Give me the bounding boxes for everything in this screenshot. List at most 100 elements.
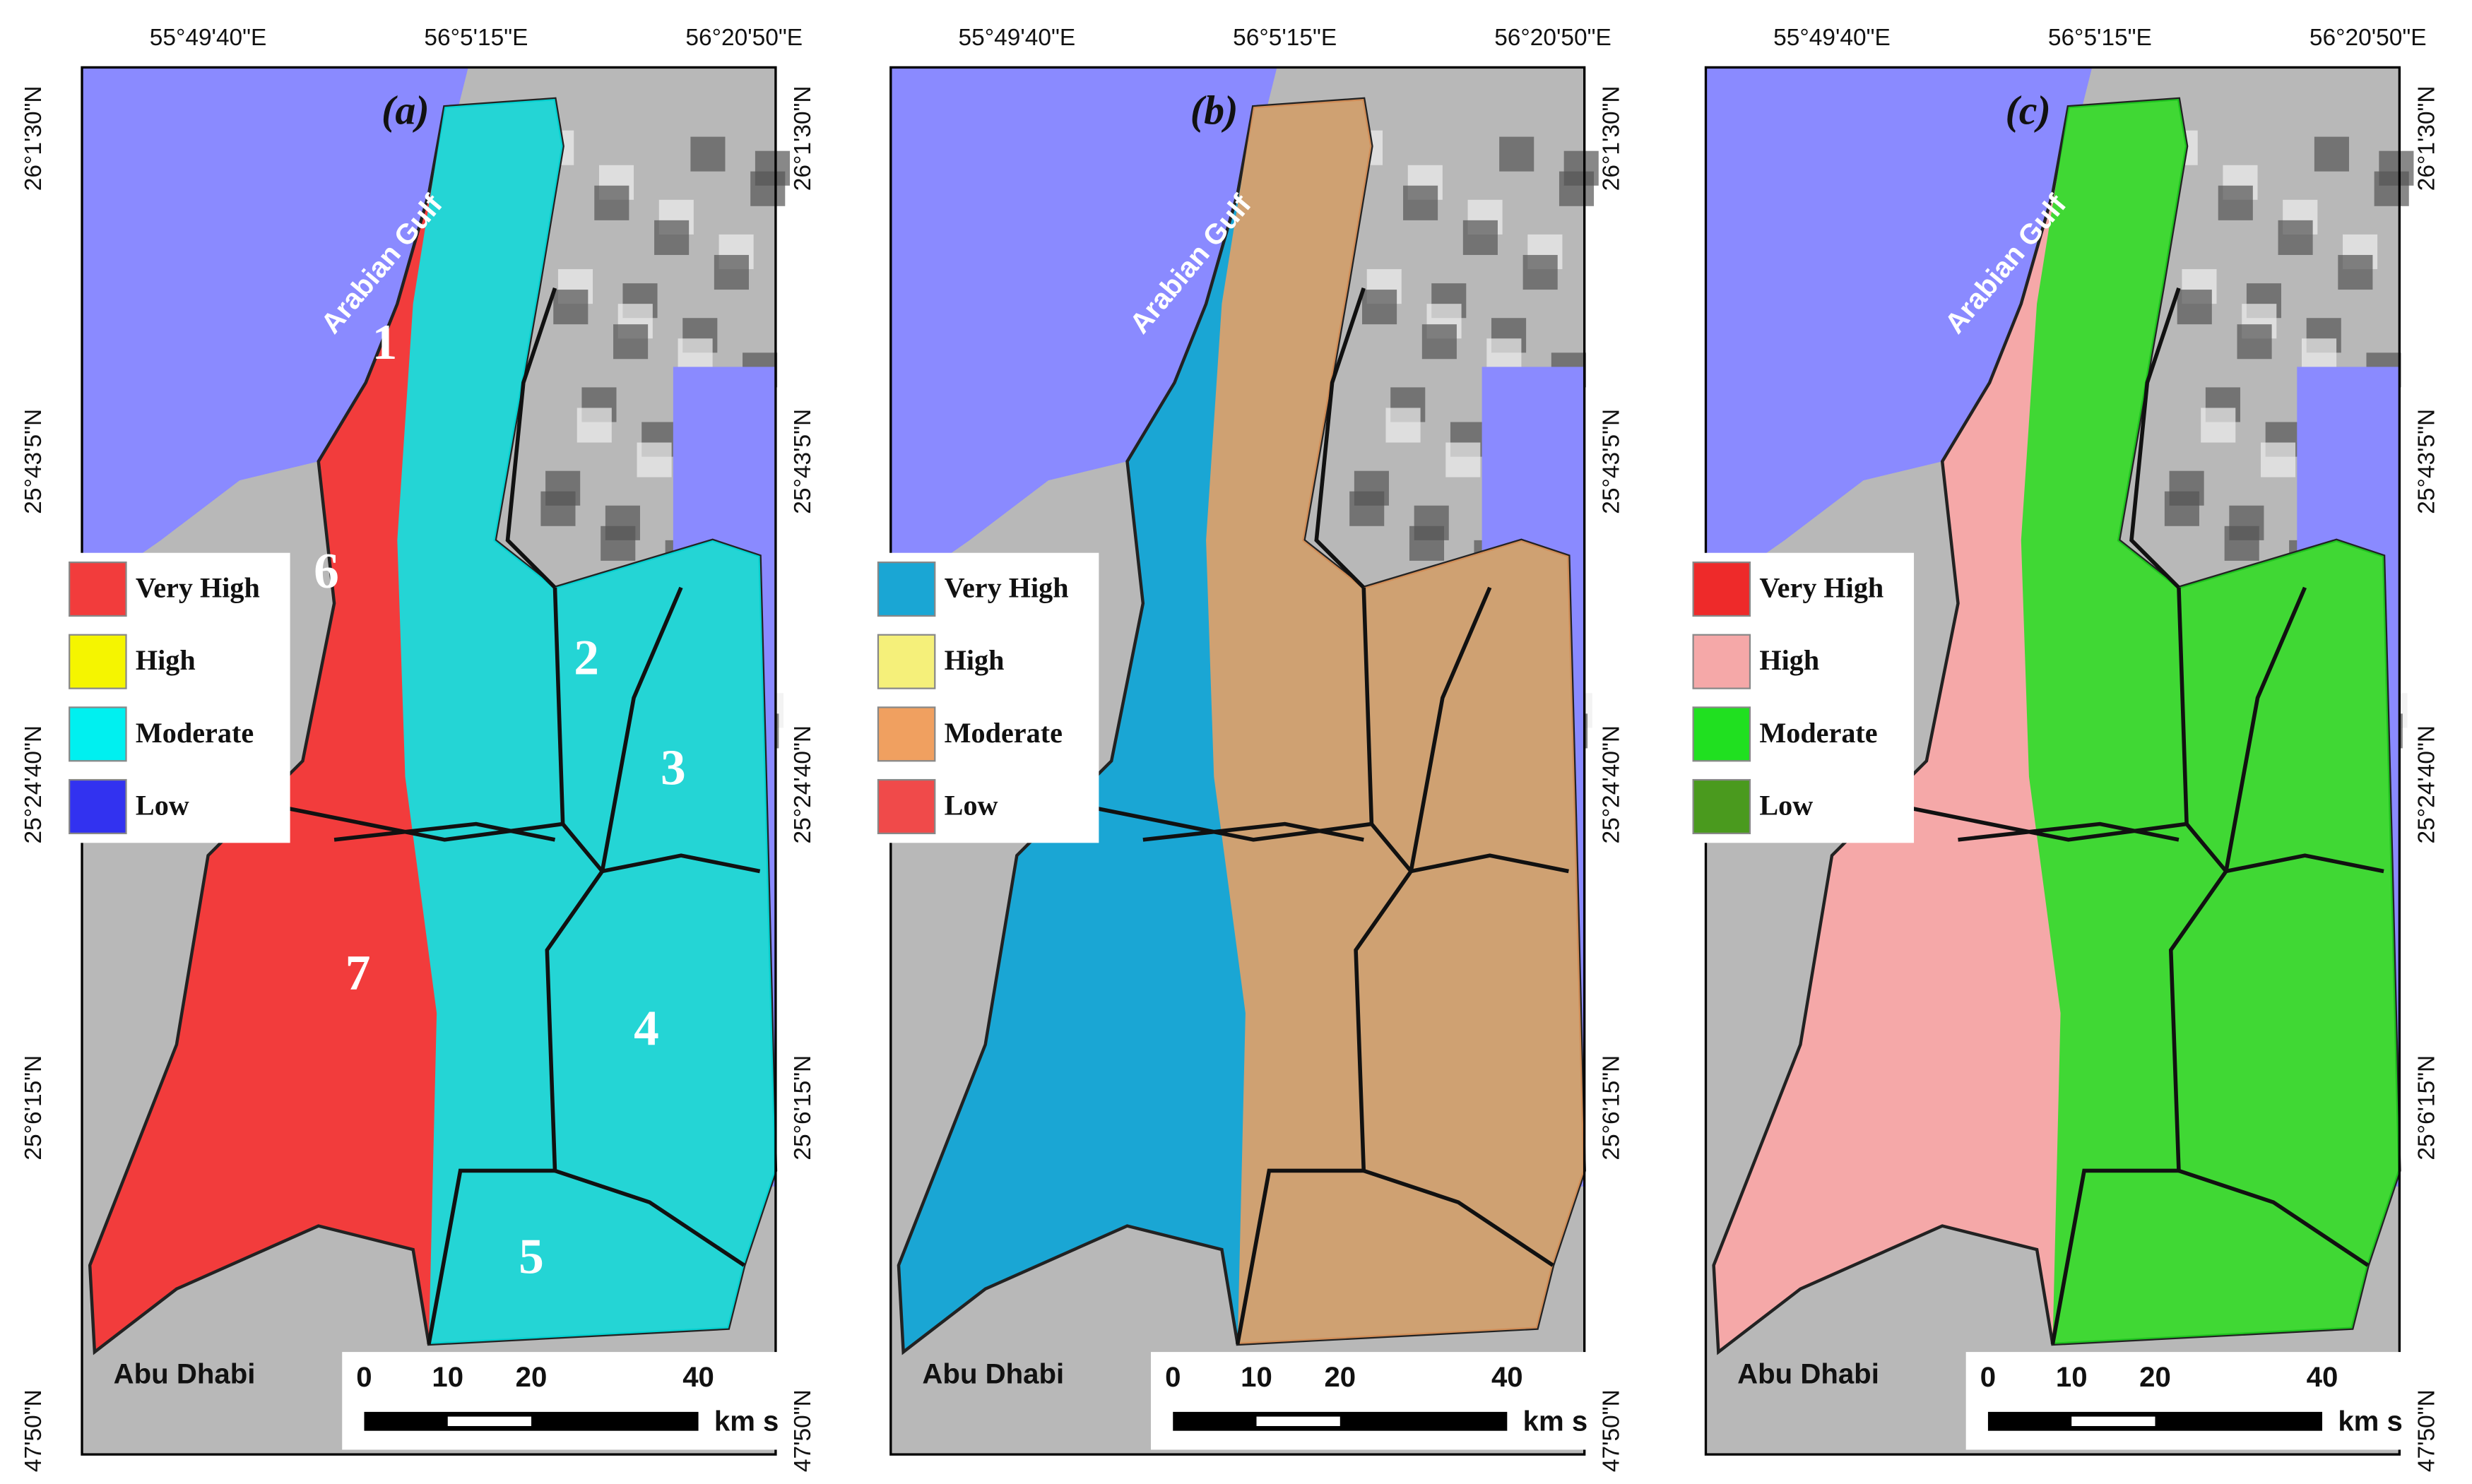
land-texture [2314,136,2349,172]
y-coord-label: 25°24'40"N [20,725,47,844]
land-texture [1385,408,1421,443]
zone-number: 4 [634,1000,659,1056]
x-coord-label: 56°5'15"E [1233,25,1337,51]
panel-label: (a) [382,88,430,133]
land-texture [2338,254,2373,290]
land-texture [1421,324,1457,360]
land-texture [2278,220,2313,255]
legend-swatch [69,561,127,617]
scale-bar-segment [447,1416,532,1426]
x-coord-label: 56°5'15"E [2048,25,2152,51]
scale-tick-label: 10 [2056,1361,2088,1393]
land-texture [1445,442,1481,477]
land-texture [637,442,672,477]
x-coord-label: 55°49'40"E [1773,25,1891,51]
zone-number: 5 [519,1229,544,1285]
land-texture [2177,290,2212,325]
scale-bar-segment [1256,1416,1340,1426]
legend-label: High [1759,644,1819,676]
scale-unit: km s [714,1406,779,1437]
x-coord-label: 55°49'40"E [958,25,1075,51]
y-coord-label: 25°43'5"N [2413,409,2440,514]
legend-swatch [69,706,127,762]
legend-label: High [136,644,196,676]
scale-bar-segment [2071,1416,2155,1426]
zone-border [2224,586,2307,872]
zone-border [1363,1168,1554,1267]
legend-label: Moderate [945,717,1063,749]
land-texture [750,171,786,206]
zone-border [554,1168,745,1267]
legend-label: Low [945,789,998,821]
y-coord-label: 26°1'30"N [1599,85,1625,191]
scale-tick-label: 40 [2307,1361,2338,1393]
y-coord-label: 26°1'30"N [20,85,47,191]
zone-border [1314,287,1366,589]
legend-label: Low [1759,789,1813,821]
scale-tick-label: 0 [1165,1361,1181,1393]
zone-number: 2 [574,630,599,686]
legend-label: High [945,644,1005,676]
y-coord-label: 47'50"N [2413,1389,2440,1472]
land-texture [1349,491,1385,526]
legend-label: Very High [945,571,1069,603]
y-coord-label: 25°6'15"N [2413,1055,2440,1161]
land-texture [1462,220,1498,255]
legend-swatch [69,778,127,835]
land-texture [1559,171,1595,206]
land-texture [2237,324,2272,360]
legend-swatch [69,634,127,689]
legend-label: Very High [136,571,260,603]
y-coord-label: 25°24'40"N [2413,725,2440,844]
legend-swatch [1692,634,1751,689]
zone-border [1095,587,1374,842]
zone-number: 6 [314,543,339,599]
x-coord-label: 56°20'50"E [2310,25,2427,51]
scale-tick-label: 10 [432,1361,463,1393]
y-coord-label: 25°6'15"N [1599,1055,1625,1161]
land-texture [2260,442,2296,477]
x-coord-label: 55°49'40"E [150,25,267,51]
sea [890,67,1277,595]
y-coord-label: 25°24'40"N [790,725,816,844]
legend-swatch [877,634,936,689]
land-texture [601,526,636,561]
legend-swatch [1692,561,1751,617]
scale-box [342,1352,784,1450]
scale-tick-label: 40 [1491,1361,1523,1393]
land-texture [594,185,629,220]
y-coord-label: 47'50"N [20,1389,47,1472]
scale-tick-label: 20 [2139,1361,2171,1393]
land-texture [1522,254,1558,290]
y-coord-label: 25°24'40"N [1599,725,1625,844]
place-label: Abu Dhabi [922,1358,1064,1390]
scale-tick-label: 0 [1980,1361,1996,1393]
sea [1705,67,2093,595]
panel-label: (b) [1190,88,1238,133]
land-texture [2224,526,2259,561]
x-coord-label: 56°5'15"E [424,25,528,51]
zone-border [286,587,565,842]
zone-border [561,822,761,874]
legend-swatch [877,706,936,762]
legend-label: Very High [1759,571,1883,603]
zone-border [1958,821,2180,842]
legend-label: Low [136,789,189,821]
scale-box [1965,1352,2408,1450]
zone-border [333,821,556,842]
x-coord-label: 56°20'50"E [1494,25,1611,51]
zone-border [1370,822,1569,874]
place-label: Abu Dhabi [114,1358,256,1390]
place-label: Abu Dhabi [1737,1358,1879,1390]
zone-number: 3 [661,740,686,796]
land-texture [690,136,726,172]
y-coord-label: 26°1'30"N [790,85,816,191]
land-texture [2374,171,2409,206]
y-coord-label: 25°43'5"N [790,409,816,514]
zone-border [1910,587,2189,842]
y-coord-label: 25°6'15"N [790,1055,816,1161]
